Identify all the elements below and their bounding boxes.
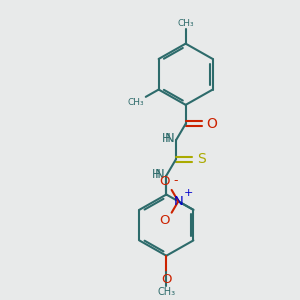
Text: H: H [162, 132, 171, 145]
Text: O: O [160, 214, 170, 227]
Text: CH₃: CH₃ [177, 19, 194, 28]
Text: CH₃: CH₃ [128, 98, 144, 107]
Text: +: + [184, 188, 193, 198]
Text: CH₃: CH₃ [157, 287, 176, 298]
Text: N: N [165, 132, 175, 145]
Text: N: N [173, 195, 183, 208]
Text: -: - [174, 174, 178, 187]
Text: N: N [155, 168, 165, 181]
Text: O: O [161, 273, 172, 286]
Text: H: H [152, 168, 161, 181]
Text: O: O [160, 176, 170, 188]
Text: O: O [206, 117, 218, 131]
Text: S: S [197, 152, 206, 166]
